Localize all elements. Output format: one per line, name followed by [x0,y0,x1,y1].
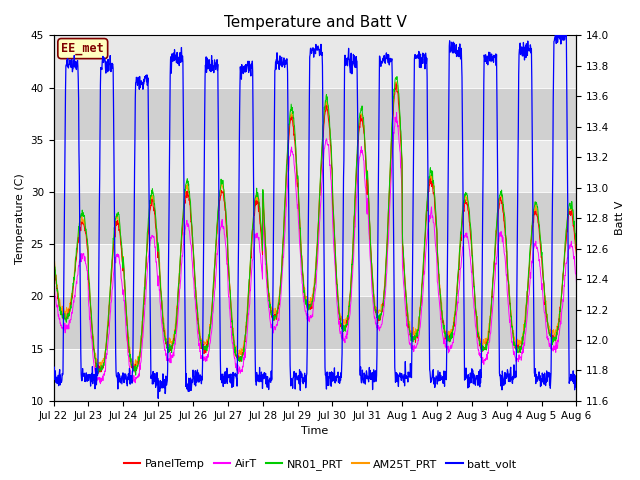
Bar [54,140,577,192]
Bar [54,348,577,401]
Bar [54,297,577,348]
Legend: PanelTemp, AirT, NR01_PRT, AM25T_PRT, batt_volt: PanelTemp, AirT, NR01_PRT, AM25T_PRT, ba… [119,455,521,474]
Y-axis label: Batt V: Batt V [615,201,625,235]
Bar [54,36,577,87]
Bar [54,87,577,140]
Text: EE_met: EE_met [61,42,104,55]
X-axis label: Time: Time [301,426,328,436]
Bar [54,244,577,297]
Title: Temperature and Batt V: Temperature and Batt V [223,15,406,30]
Y-axis label: Temperature (C): Temperature (C) [15,173,25,264]
Bar [54,192,577,244]
